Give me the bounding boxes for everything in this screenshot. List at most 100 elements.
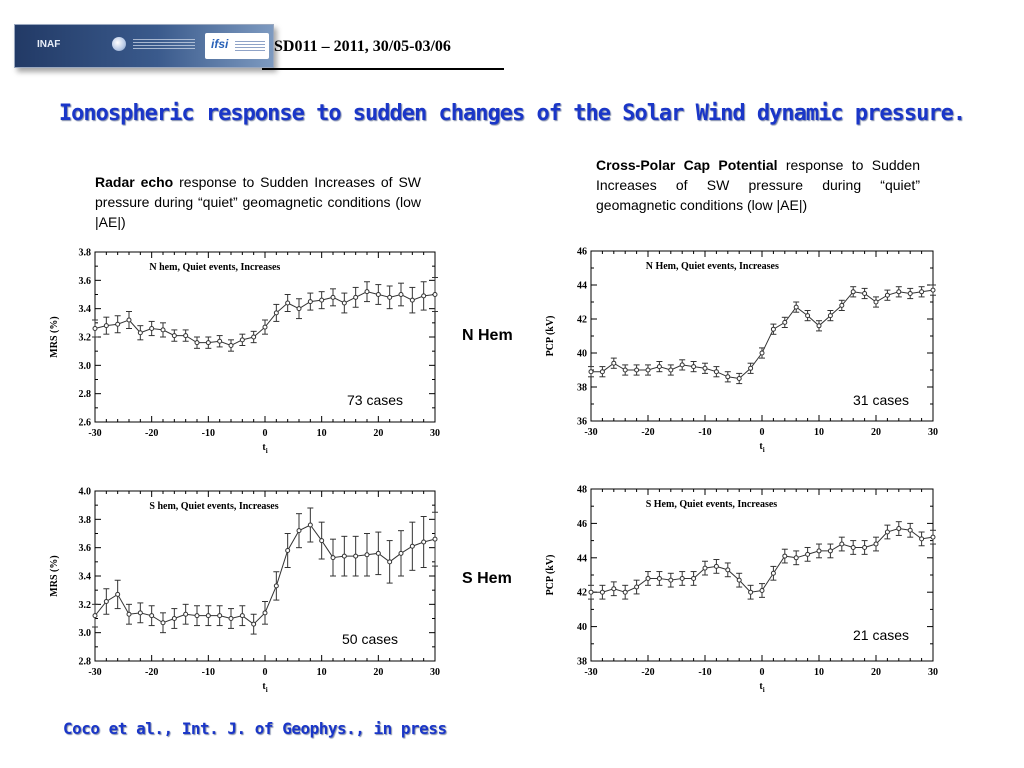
data-point bbox=[92, 613, 98, 619]
data-point bbox=[805, 313, 811, 319]
data-point bbox=[194, 340, 200, 346]
y-tick-label: 2.8 bbox=[79, 389, 92, 400]
data-point bbox=[421, 293, 427, 299]
data-point bbox=[296, 528, 302, 534]
ifsi-logo-text: ifsi bbox=[211, 37, 229, 51]
data-point bbox=[251, 334, 257, 340]
chart-mrs-s-hem: -30 -20 -10 0 10 20 30 2.8 3.0 3.2 3.4 3.6 3.8 4.0 ti M… bbox=[49, 487, 440, 695]
x-tick-label: -10 bbox=[202, 667, 215, 678]
data-point bbox=[884, 529, 890, 535]
data-point bbox=[171, 333, 177, 339]
y-tick-label: 44 bbox=[577, 281, 587, 292]
y-tick-label: 3.2 bbox=[79, 333, 92, 344]
data-point bbox=[432, 292, 438, 297]
description-radar-echo-text: response to Sudden Increases of SW press… bbox=[95, 174, 421, 230]
cases-label: 50 cases bbox=[342, 631, 398, 647]
citation: Coco et al., Int. J. of Geophys., in pre… bbox=[63, 719, 447, 738]
data-point bbox=[183, 611, 189, 617]
chart-mrs-n-hem: -30 -20 -10 0 10 20 30 2.6 2.8 3.0 3.2 3.4 3.6 3.8 ti M… bbox=[49, 248, 440, 456]
cases-label: 73 cases bbox=[347, 392, 403, 408]
y-tick-label: 3.8 bbox=[79, 515, 92, 526]
data-point bbox=[126, 317, 132, 323]
x-axis-label-subscript: i bbox=[266, 686, 268, 694]
x-tick-label: -10 bbox=[698, 667, 711, 678]
x-axis-label-subscript: i bbox=[763, 686, 765, 694]
data-point bbox=[160, 620, 166, 626]
data-point bbox=[262, 324, 268, 330]
data-point bbox=[907, 527, 913, 533]
data-point bbox=[896, 289, 902, 295]
description-pcp-bold: Cross-Polar Cap Potential bbox=[596, 157, 778, 173]
x-tick-label: -30 bbox=[584, 667, 597, 678]
data-point bbox=[736, 577, 742, 583]
plot-title: S Hem, Quiet events, Increases bbox=[646, 499, 778, 510]
data-point bbox=[398, 550, 404, 556]
data-point bbox=[307, 299, 313, 305]
data-point bbox=[748, 589, 754, 595]
data-point bbox=[759, 587, 765, 593]
data-point bbox=[319, 297, 325, 303]
inaf-logo: INAF bbox=[37, 39, 61, 50]
y-tick-label: 42 bbox=[577, 315, 587, 326]
y-tick-label: 3.6 bbox=[79, 543, 92, 554]
data-point bbox=[896, 526, 902, 532]
data-point bbox=[805, 551, 811, 557]
x-axis-label: ti bbox=[262, 681, 267, 694]
series-line bbox=[591, 528, 934, 593]
y-tick-label: 2.8 bbox=[79, 657, 92, 668]
ifsi-logo: ifsi bbox=[205, 33, 269, 59]
data-point bbox=[679, 362, 685, 368]
data-point bbox=[387, 559, 393, 565]
x-tick-label: 0 bbox=[263, 428, 268, 439]
data-point bbox=[285, 548, 291, 553]
data-point bbox=[228, 343, 234, 348]
data-point bbox=[353, 294, 359, 300]
data-point bbox=[160, 327, 166, 333]
y-axis-label: MRS (%) bbox=[49, 555, 60, 596]
data-point bbox=[341, 553, 347, 559]
x-tick-label: -20 bbox=[641, 667, 654, 678]
x-tick-label: 10 bbox=[317, 667, 327, 678]
y-tick-label: 3.0 bbox=[79, 361, 92, 372]
data-point bbox=[588, 369, 594, 375]
data-point bbox=[634, 367, 640, 373]
data-point bbox=[307, 522, 313, 528]
data-point bbox=[375, 292, 381, 297]
data-point bbox=[239, 613, 245, 619]
x-tick-label: -20 bbox=[641, 427, 654, 438]
y-tick-label: 42 bbox=[577, 588, 587, 599]
data-point bbox=[782, 553, 788, 559]
x-tick-label: 30 bbox=[430, 667, 440, 678]
y-tick-label: 36 bbox=[577, 417, 587, 428]
data-point bbox=[599, 369, 605, 375]
series-line bbox=[94, 291, 436, 347]
data-point bbox=[126, 611, 132, 617]
x-tick-label: -20 bbox=[145, 667, 158, 678]
y-tick-label: 40 bbox=[577, 622, 587, 633]
y-tick-label: 46 bbox=[577, 247, 587, 258]
data-point bbox=[759, 350, 765, 356]
data-point bbox=[622, 589, 628, 595]
data-point bbox=[622, 367, 628, 373]
y-tick-label: 46 bbox=[577, 519, 587, 530]
data-point bbox=[919, 536, 925, 542]
data-point bbox=[827, 548, 833, 554]
data-point bbox=[599, 589, 605, 595]
data-point bbox=[850, 544, 856, 550]
y-axis-label: MRS (%) bbox=[49, 316, 60, 357]
y-tick-label: 2.6 bbox=[79, 418, 92, 429]
x-tick-label: -30 bbox=[88, 428, 101, 439]
x-tick-label: 10 bbox=[317, 428, 327, 439]
page-title: Ionospheric response to sudden changes o… bbox=[58, 101, 966, 126]
description-pcp: Cross-Polar Cap Potential response to Su… bbox=[596, 155, 920, 215]
x-tick-label: 0 bbox=[263, 667, 268, 678]
data-point bbox=[330, 555, 336, 561]
y-tick-label: 4.0 bbox=[79, 487, 92, 498]
data-point bbox=[115, 321, 121, 327]
data-point bbox=[793, 304, 799, 310]
data-point bbox=[873, 541, 879, 547]
data-point bbox=[873, 299, 879, 305]
data-point bbox=[862, 544, 868, 550]
chart-pcp-n-hem: -30 -20 -10 0 10 20 30 36 38 40 42 44 46 ti PCP (kV) N … bbox=[545, 247, 938, 455]
data-point bbox=[588, 589, 594, 595]
